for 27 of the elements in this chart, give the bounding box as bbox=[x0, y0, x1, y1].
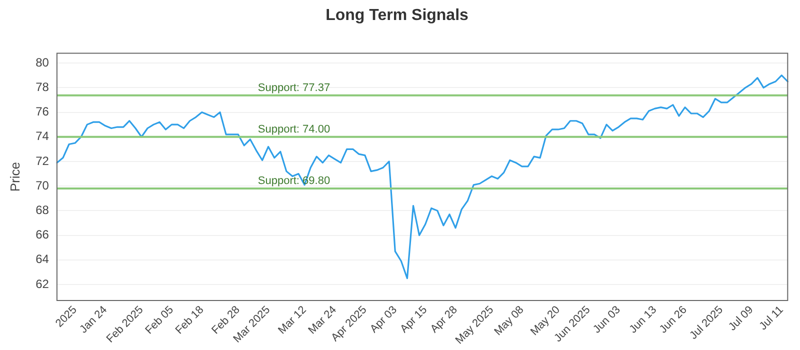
y-tick-label: 68 bbox=[36, 203, 50, 217]
x-tick-label: Apr 03 bbox=[368, 304, 400, 336]
y-tick-label: 64 bbox=[36, 252, 50, 266]
x-tick-label: Jul 09 bbox=[726, 304, 756, 334]
y-axis-title: Price bbox=[7, 162, 22, 192]
x-tick-label: Apr 15 bbox=[398, 304, 430, 336]
ref-line-label: Support: 74.00 bbox=[258, 123, 330, 136]
x-tick-label: Mar 12 bbox=[276, 304, 309, 337]
y-tick-label: 80 bbox=[36, 55, 50, 70]
y-tick-label: 78 bbox=[36, 80, 50, 94]
y-tick-label: 62 bbox=[36, 276, 50, 291]
ref-line-label: Support: 77.37 bbox=[258, 82, 330, 94]
x-tick-label: Feb 18 bbox=[173, 304, 206, 337]
x-tick-label: Jun 13 bbox=[627, 304, 660, 336]
y-tick-label: 70 bbox=[36, 178, 50, 192]
x-tick-label: Feb 05 bbox=[143, 304, 176, 337]
y-tick-label: 72 bbox=[36, 154, 50, 168]
x-tick-label: May 08 bbox=[492, 304, 526, 338]
chart-title: Long Term Signals bbox=[326, 7, 469, 24]
y-tick-label: 66 bbox=[36, 228, 50, 242]
x-tick-label: Jan 24 bbox=[78, 304, 110, 336]
x-tick-label: Jul 11 bbox=[757, 304, 786, 333]
x-tick-label: Jun 26 bbox=[657, 304, 690, 336]
x-tick-label: Jun 03 bbox=[590, 304, 623, 336]
y-tick-label: 74 bbox=[36, 129, 50, 144]
y-tick-label: 76 bbox=[36, 104, 50, 119]
x-tick-label: Apr 28 bbox=[428, 304, 460, 336]
